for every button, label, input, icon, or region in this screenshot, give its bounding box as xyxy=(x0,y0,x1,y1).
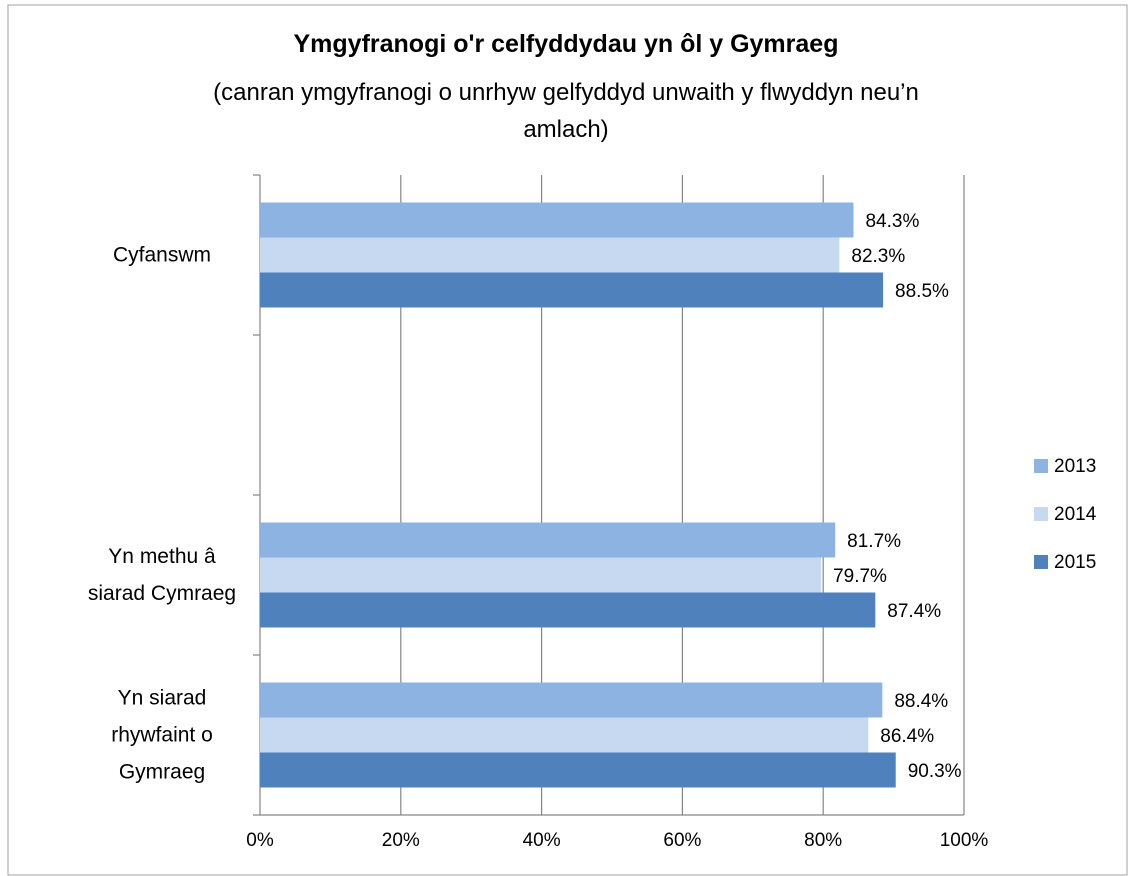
x-tick-label: 60% xyxy=(663,830,701,851)
y-tick-label: Yn methu â siarad Cymraeg xyxy=(87,545,237,605)
bar xyxy=(260,752,896,788)
data-label: 79.7% xyxy=(833,566,887,587)
bar xyxy=(260,237,840,273)
chart-border xyxy=(7,4,1128,876)
x-tick-label: 0% xyxy=(246,830,274,851)
legend-label: 2013 xyxy=(1054,456,1096,477)
x-tick-label: 80% xyxy=(804,830,842,851)
legend-label: 2014 xyxy=(1054,504,1097,525)
x-tick-label: 20% xyxy=(382,830,420,851)
y-tick-label: Yn siarad rhywfaint o Gymraeg xyxy=(111,686,213,784)
legend-swatch xyxy=(1034,555,1048,569)
data-label: 86.4% xyxy=(880,726,934,747)
bar xyxy=(260,522,836,558)
data-label: 88.5% xyxy=(895,281,949,302)
bar xyxy=(260,682,883,718)
y-tick-label: Cyfanswm xyxy=(112,243,212,267)
bar xyxy=(260,557,822,593)
data-label: 81.7% xyxy=(847,531,901,552)
x-tick-label: 100% xyxy=(940,830,989,851)
bar xyxy=(260,202,854,238)
bar xyxy=(260,272,884,308)
chart-title: Ymgyfranogi o'r celfyddydau yn ôl y Gymr… xyxy=(293,30,839,58)
legend-swatch xyxy=(1034,459,1048,473)
data-label: 82.3% xyxy=(851,246,905,267)
data-label: 90.3% xyxy=(908,761,962,782)
legend-label: 2015 xyxy=(1054,552,1096,573)
bar xyxy=(260,717,869,753)
x-tick-label: 40% xyxy=(523,830,561,851)
data-label: 84.3% xyxy=(865,211,919,232)
data-label: 88.4% xyxy=(894,691,948,712)
legend-swatch xyxy=(1034,507,1048,521)
chart-subtitle: (canran ymgyfranogi o unrhyw gelfyddyd u… xyxy=(213,79,919,143)
bar xyxy=(260,592,876,628)
data-label: 87.4% xyxy=(887,601,941,622)
